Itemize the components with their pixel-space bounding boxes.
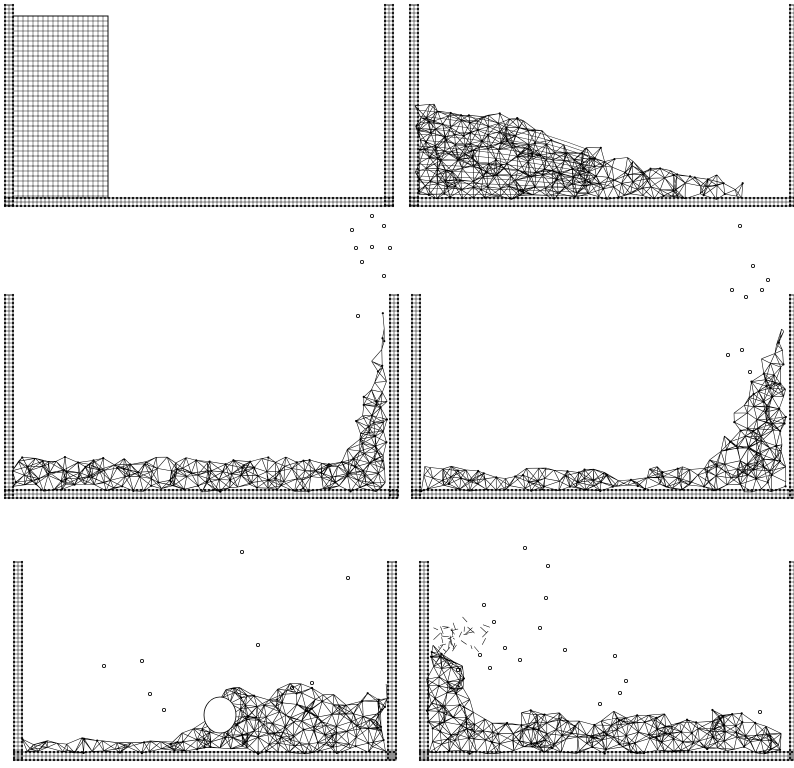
panel-6-tank [418,560,794,762]
panel-5-droplets [102,550,350,713]
panel-4-tank [410,293,794,500]
panel-3 [3,213,400,500]
panel-3-tank [3,293,400,500]
panel-4-droplets [726,223,771,374]
panel-6 [418,546,794,762]
panel-4 [410,223,794,500]
panel-6-droplets [455,546,763,715]
panel-2-tank [408,3,794,208]
panel-2 [408,3,794,208]
panel-2-fluid-mesh [414,103,744,200]
panel-2-deformed-grid [417,109,589,197]
panel-5 [12,550,398,762]
panel-6-wave-tongue [433,616,490,655]
panel-5-air-cavity [203,696,237,734]
panel-4-fluid-mesh [420,328,787,493]
panel-1-water-column [12,15,109,199]
panel-1-tank [3,3,395,208]
panel-3-fluid-mesh [12,312,389,493]
panel-5-tank [12,560,398,762]
panel-3-droplets [349,213,392,318]
panel-1 [3,3,395,208]
panel-6-fluid-mesh [425,645,782,755]
